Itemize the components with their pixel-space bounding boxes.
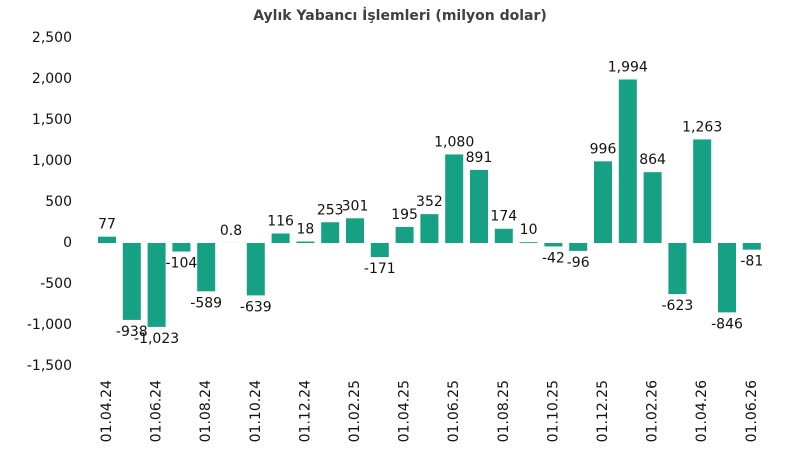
value-label: 174 xyxy=(490,209,517,225)
value-label: -81 xyxy=(740,254,763,270)
bar xyxy=(246,243,265,296)
bar xyxy=(742,243,761,250)
y-tick-label: -500 xyxy=(40,276,72,292)
value-label: 116 xyxy=(267,213,294,229)
y-tick-label: 0 xyxy=(63,235,72,251)
value-label: 253 xyxy=(317,202,344,218)
y-tick-label: 500 xyxy=(45,194,72,210)
bar xyxy=(693,139,712,243)
value-label: -639 xyxy=(240,299,272,315)
value-label: -104 xyxy=(166,256,198,272)
bar xyxy=(519,242,538,243)
x-tick-label: 01.12.25 xyxy=(595,380,611,442)
value-label: 1,994 xyxy=(608,59,648,75)
value-label: -1,023 xyxy=(134,331,179,347)
value-label: 10 xyxy=(520,222,538,238)
value-label: -846 xyxy=(711,316,743,332)
bar xyxy=(321,222,340,243)
bar xyxy=(470,169,488,243)
y-tick-label: -1,000 xyxy=(27,317,72,333)
bar xyxy=(494,228,513,243)
y-tick-label: 2,500 xyxy=(32,30,72,46)
x-tick-label: 01.06.25 xyxy=(446,380,462,442)
bar xyxy=(668,243,687,295)
y-tick-label: 1,000 xyxy=(32,153,72,169)
x-tick-label: 01.08.25 xyxy=(496,380,512,442)
x-tick-label: 01.10.25 xyxy=(545,380,561,442)
value-label: 18 xyxy=(296,222,314,238)
value-label: 0.8 xyxy=(220,223,242,239)
x-tick-label: 01.12.24 xyxy=(297,380,313,442)
x-tick-label: 01.08.24 xyxy=(198,380,214,442)
bar xyxy=(370,243,389,258)
value-label: 301 xyxy=(342,198,369,214)
value-label: -623 xyxy=(662,298,694,314)
value-label: 195 xyxy=(391,207,418,223)
value-label: 1,263 xyxy=(682,119,722,135)
bar xyxy=(98,236,116,243)
x-tick-label: 01.06.24 xyxy=(149,380,165,442)
value-label: 996 xyxy=(590,141,617,157)
value-label: 864 xyxy=(639,152,666,168)
bar xyxy=(643,172,662,243)
x-tick-label: 01.04.24 xyxy=(99,380,115,442)
x-tick-label: 01.04.26 xyxy=(694,380,710,442)
value-label: -96 xyxy=(567,255,590,271)
value-label: -171 xyxy=(364,261,396,277)
value-label: -938 xyxy=(116,324,148,340)
value-label: 891 xyxy=(466,150,493,166)
x-tick-label: 01.02.26 xyxy=(645,380,661,442)
bar xyxy=(346,218,364,243)
bar xyxy=(420,214,439,243)
y-tick-label: 1,500 xyxy=(32,112,72,128)
y-tick-label: 2,000 xyxy=(32,71,72,87)
y-tick-label: -1,500 xyxy=(27,358,72,374)
bar xyxy=(395,227,414,243)
chart-title: Aylık Yabancı İşlemleri (milyon dolar) xyxy=(253,7,547,24)
bar xyxy=(618,79,637,243)
x-tick-label: 01.04.25 xyxy=(397,380,413,442)
bar xyxy=(569,243,588,251)
bar xyxy=(122,243,141,320)
bar xyxy=(172,243,191,252)
bar xyxy=(271,233,290,243)
bar xyxy=(445,154,464,243)
bar xyxy=(147,243,166,327)
value-label: 1,080 xyxy=(434,134,474,150)
bar xyxy=(544,243,563,247)
value-label: -589 xyxy=(190,295,222,311)
bar xyxy=(197,243,216,292)
bar xyxy=(296,241,315,243)
value-label: -42 xyxy=(542,250,565,266)
value-label: 77 xyxy=(98,217,116,233)
x-tick-label: 01.10.24 xyxy=(248,380,264,442)
bar xyxy=(718,243,736,313)
value-label: 352 xyxy=(416,194,443,210)
x-tick-label: 01.06.26 xyxy=(744,380,760,442)
bar xyxy=(594,161,612,243)
x-tick-label: 01.02.25 xyxy=(347,380,363,442)
